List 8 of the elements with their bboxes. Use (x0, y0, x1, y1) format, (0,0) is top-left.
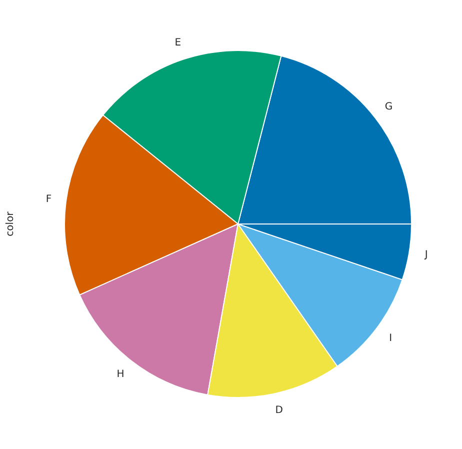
slice-label: E (174, 37, 182, 48)
slice-label: D (275, 404, 284, 416)
slice-label: J (424, 250, 428, 261)
slice-label: G (384, 102, 393, 113)
text: color (5, 212, 17, 236)
slice-label: I (389, 333, 392, 344)
slice-label: H (116, 368, 124, 380)
slice-label: F (46, 194, 52, 205)
